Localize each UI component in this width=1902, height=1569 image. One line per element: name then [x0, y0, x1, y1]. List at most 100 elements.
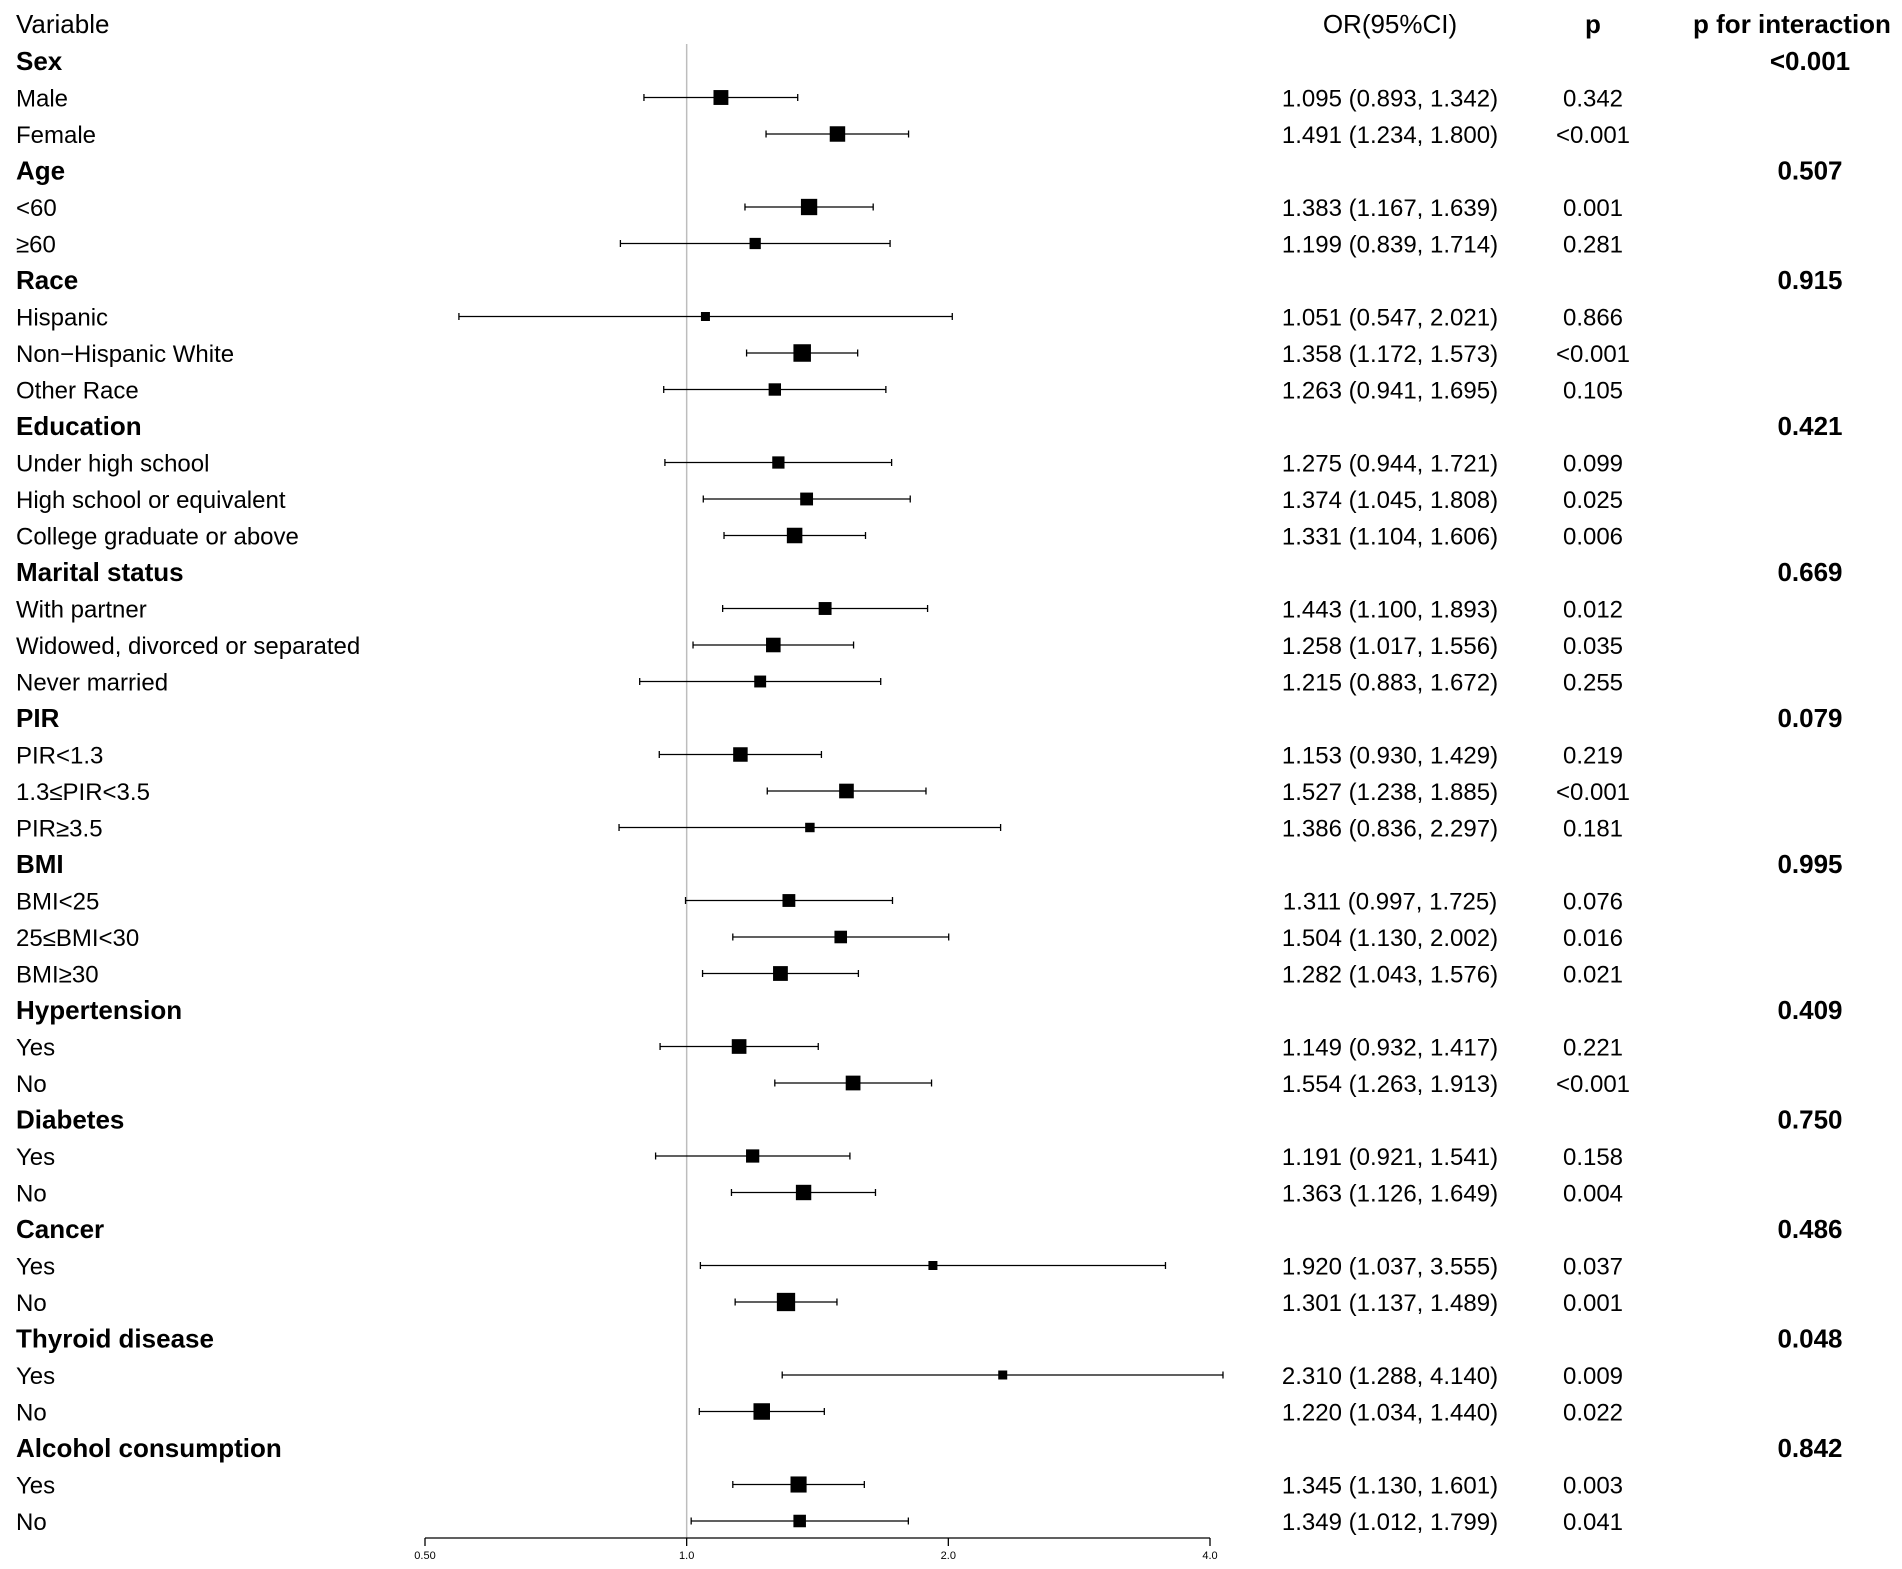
p-interaction-value: 0.079 — [1777, 703, 1842, 733]
subgroup-row: Never married 1.215 (0.883, 1.672) 0.255 — [16, 670, 1623, 697]
or-ci-value: 1.215 (0.883, 1.672) — [1282, 670, 1498, 697]
subgroup-row: Under high school 1.275 (0.944, 1.721) 0.0… — [16, 451, 1623, 478]
p-value: 0.003 — [1563, 1473, 1623, 1500]
subgroup-label: 1.3≤PIR<3.5 — [16, 779, 150, 806]
subgroup-row: No 1.349 (1.012, 1.799) 0.041 — [16, 1509, 1623, 1536]
p-value: 0.105 — [1563, 378, 1623, 405]
group-label: Diabetes — [16, 1105, 124, 1135]
or-ci-value: 1.311 (0.997, 1.725) — [1283, 889, 1497, 916]
subgroup-row: Yes 1.345 (1.130, 1.601) 0.003 — [16, 1473, 1623, 1500]
or-ci-value: 1.051 (0.547, 2.021) — [1282, 305, 1498, 332]
x-tick-label: 2.0 — [941, 1550, 956, 1562]
group-row: Thyroid disease 0.048 — [16, 1324, 1843, 1354]
subgroup-label: No — [16, 1400, 47, 1427]
subgroup-row: No 1.220 (1.034, 1.440) 0.022 — [16, 1400, 1623, 1427]
subgroup-row: PIR<1.3 1.153 (0.930, 1.429) 0.219 — [16, 743, 1623, 770]
rows-layer: Sex <0.001 Male 1.095 (0.893, 1.342) 0.342 Fe… — [16, 46, 1850, 1536]
subgroup-row: BMI≥30 1.282 (1.043, 1.576) 0.021 — [16, 962, 1623, 989]
subgroup-row: Non−Hispanic White 1.358 (1.172, 1.573) <0… — [16, 341, 1630, 368]
p-value: <0.001 — [1556, 779, 1630, 806]
subgroup-label: No — [16, 1071, 47, 1098]
or-ci-value: 1.443 (1.100, 1.893) — [1282, 597, 1498, 624]
p-value: 0.001 — [1563, 1290, 1623, 1317]
p-value: 0.037 — [1563, 1254, 1623, 1281]
subgroup-row: Other Race 1.263 (0.941, 1.695) 0.105 — [16, 378, 1623, 405]
p-value: <0.001 — [1556, 341, 1630, 368]
subgroup-label: Never married — [16, 670, 168, 697]
or-ci-value: 1.191 (0.921, 1.541) — [1282, 1144, 1498, 1171]
subgroup-label: College graduate or above — [16, 524, 299, 551]
x-axis: 0.50 1.0 2.0 4.0 — [414, 1537, 1218, 1562]
or-point — [749, 237, 761, 250]
or-point — [782, 894, 796, 907]
p-value: 0.006 — [1563, 524, 1623, 551]
group-label: Cancer — [16, 1214, 104, 1244]
group-label: Education — [16, 411, 142, 441]
subgroup-row: Male 1.095 (0.893, 1.342) 0.342 — [16, 86, 1623, 113]
or-point — [928, 1261, 938, 1270]
or-point — [746, 1149, 760, 1163]
or-point — [754, 675, 767, 688]
subgroup-label: Widowed, divorced or separated — [16, 633, 360, 660]
group-label: BMI — [16, 849, 64, 879]
p-value: 0.001 — [1563, 195, 1623, 222]
header-p: p — [1585, 9, 1601, 39]
p-value: 0.076 — [1563, 889, 1623, 916]
subgroup-label: BMI≥30 — [16, 962, 99, 989]
subgroup-label: Hispanic — [16, 305, 108, 332]
or-ci-value: 1.349 (1.012, 1.799) — [1282, 1509, 1498, 1536]
subgroup-row: BMI<25 1.311 (0.997, 1.725) 0.076 — [16, 889, 1623, 916]
x-tick-label: 1.0 — [679, 1550, 694, 1562]
or-point — [786, 527, 803, 544]
p-value: 0.022 — [1563, 1400, 1623, 1427]
subgroup-row: Hispanic 1.051 (0.547, 2.021) 0.866 — [16, 305, 1623, 332]
p-interaction-value: 0.750 — [1777, 1105, 1842, 1135]
or-point — [733, 747, 748, 762]
or-point — [818, 602, 832, 615]
or-point — [805, 822, 815, 833]
or-point — [753, 1403, 770, 1420]
or-ci-value: 1.095 (0.893, 1.342) — [1282, 86, 1498, 113]
or-point — [773, 966, 788, 981]
subgroup-label: Yes — [16, 1254, 55, 1281]
subgroup-row: No 1.301 (1.137, 1.489) 0.001 — [16, 1290, 1623, 1317]
subgroup-label: Yes — [16, 1473, 55, 1500]
or-ci-value: 1.263 (0.941, 1.695) — [1282, 378, 1498, 405]
or-point — [713, 90, 729, 105]
or-point — [834, 930, 848, 944]
header-row: Variable OR(95%CI) p p for interaction — [16, 9, 1891, 39]
subgroup-row: Yes 1.149 (0.932, 1.417) 0.221 — [16, 1035, 1623, 1062]
subgroup-label: PIR≥3.5 — [16, 816, 103, 843]
group-label: Age — [16, 156, 65, 186]
subgroup-label: ≥60 — [16, 232, 56, 259]
or-point — [772, 456, 785, 469]
subgroup-row: Female 1.491 (1.234, 1.800) <0.001 — [16, 122, 1630, 149]
or-ci-value: 1.383 (1.167, 1.639) — [1282, 195, 1498, 222]
or-point — [839, 783, 854, 799]
header-variable: Variable — [16, 9, 109, 39]
or-point — [766, 637, 781, 653]
group-row: Diabetes 0.750 — [16, 1105, 1843, 1135]
subgroup-row: ≥60 1.199 (0.839, 1.714) 0.281 — [16, 232, 1623, 259]
group-row: Alcohol consumption 0.842 — [16, 1433, 1843, 1463]
p-value: <0.001 — [1556, 122, 1630, 149]
p-interaction-value: 0.048 — [1777, 1324, 1842, 1354]
p-value: 0.342 — [1563, 86, 1623, 113]
or-ci-value: 1.282 (1.043, 1.576) — [1282, 962, 1498, 989]
group-label: Alcohol consumption — [16, 1433, 282, 1463]
group-label: Sex — [16, 46, 63, 76]
group-row: Hypertension 0.409 — [16, 995, 1843, 1025]
subgroup-label: Yes — [16, 1035, 55, 1062]
p-value: 0.025 — [1563, 487, 1623, 514]
subgroup-label: BMI<25 — [16, 889, 99, 916]
p-value: 0.181 — [1563, 816, 1623, 843]
or-ci-value: 1.491 (1.234, 1.800) — [1282, 122, 1498, 149]
group-row: Cancer 0.486 — [16, 1214, 1843, 1244]
or-ci-value: 1.301 (1.137, 1.489) — [1282, 1290, 1498, 1317]
or-ci-value: 1.275 (0.944, 1.721) — [1282, 451, 1498, 478]
p-value: 0.004 — [1563, 1181, 1623, 1208]
or-ci-value: 1.386 (0.836, 2.297) — [1282, 816, 1498, 843]
or-point — [829, 126, 846, 142]
subgroup-row: 1.3≤PIR<3.5 1.527 (1.238, 1.885) <0.001 — [16, 779, 1630, 806]
